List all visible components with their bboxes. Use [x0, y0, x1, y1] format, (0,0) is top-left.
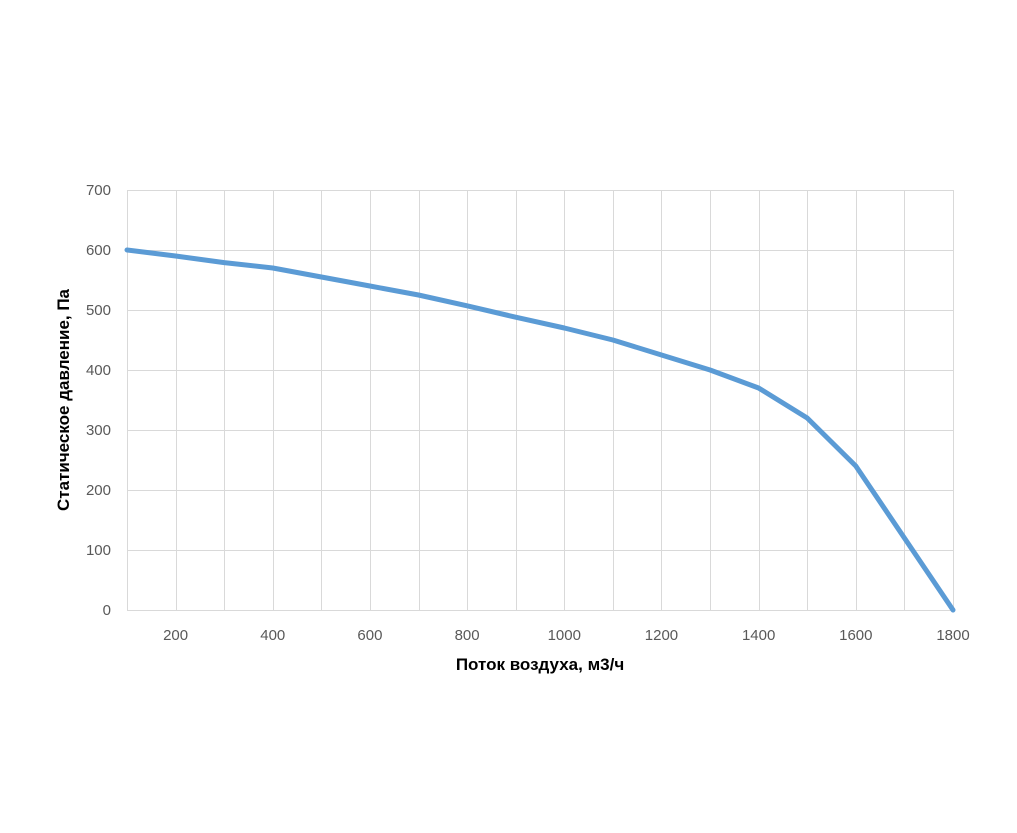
y-tick-label: 100 — [86, 542, 111, 559]
data-point — [853, 464, 858, 469]
x-tick-label: 400 — [260, 627, 285, 644]
data-point — [708, 368, 713, 373]
y-tick-label: 600 — [86, 242, 111, 259]
x-tick-label: 800 — [455, 627, 480, 644]
y-tick-label: 400 — [86, 362, 111, 379]
series-line — [124, 247, 956, 613]
y-tick-label: 300 — [86, 422, 111, 439]
data-point — [902, 536, 907, 541]
data-point — [173, 254, 178, 259]
x-tick-label: 1800 — [936, 627, 969, 644]
data-point — [513, 315, 518, 320]
data-point — [562, 326, 567, 331]
data-point — [465, 303, 470, 308]
y-tick-label: 0 — [103, 602, 111, 619]
data-point — [125, 248, 130, 253]
data-point — [756, 386, 761, 391]
data-point — [610, 338, 615, 343]
data-point — [319, 275, 324, 280]
x-tick-label: 1200 — [645, 627, 678, 644]
y-tick-label: 500 — [86, 302, 111, 319]
x-axis-title: Поток воздуха, м3/ч — [456, 655, 624, 674]
data-point — [805, 416, 810, 421]
y-tick-label: 200 — [86, 482, 111, 499]
x-tick-label: 200 — [163, 627, 188, 644]
data-point — [222, 260, 227, 265]
data-point — [659, 353, 664, 358]
grid — [127, 190, 954, 611]
x-tick-label: 600 — [357, 627, 382, 644]
x-tick-label: 1600 — [839, 627, 872, 644]
x-tick-label: 1000 — [548, 627, 581, 644]
x-axis-ticks: 200 400 600 800 1000 1200 1400 1600 1800 — [163, 627, 970, 644]
data-point — [367, 284, 372, 289]
y-axis-ticks: 0 100 200 300 400 500 600 700 — [86, 182, 111, 619]
series-layer — [124, 247, 956, 613]
data-point — [270, 266, 275, 271]
y-tick-label: 700 — [86, 182, 111, 199]
data-point — [416, 293, 421, 298]
y-axis-title: Статическое давление, Па — [54, 288, 73, 511]
x-tick-label: 1400 — [742, 627, 775, 644]
data-point — [951, 608, 956, 613]
